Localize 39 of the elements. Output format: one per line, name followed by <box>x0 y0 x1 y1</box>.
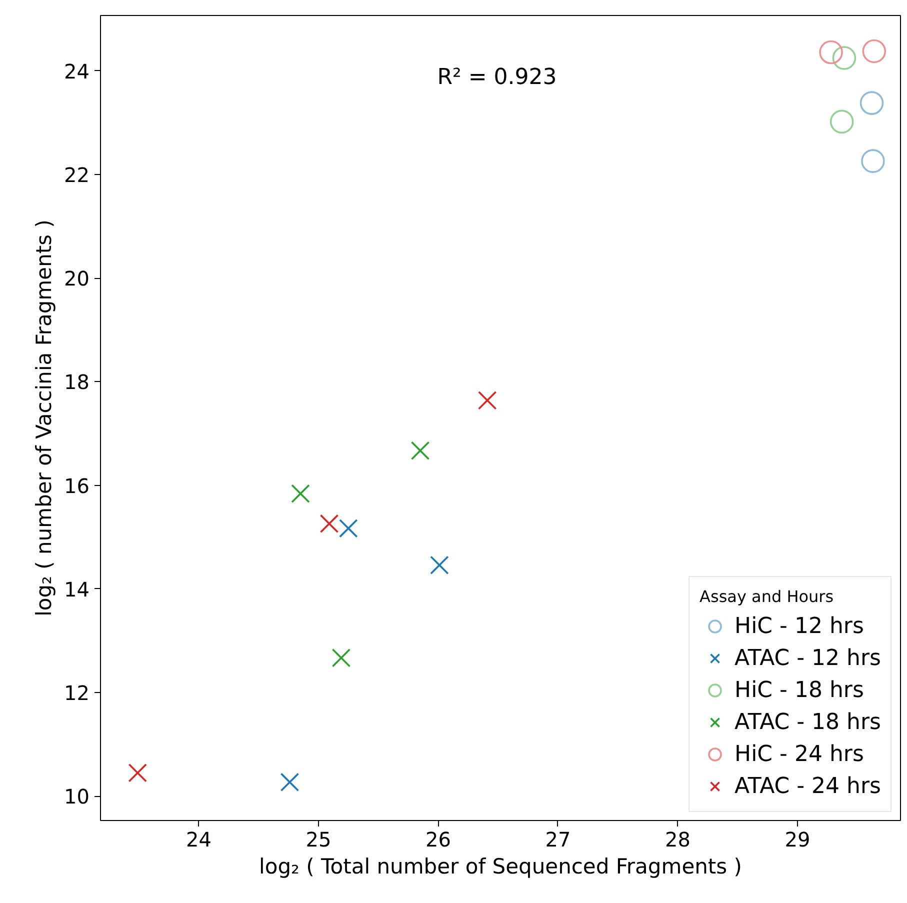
legend-label: HiC - 18 hrs <box>734 678 864 702</box>
point <box>320 514 339 534</box>
point <box>430 556 449 574</box>
point <box>832 46 856 70</box>
legend-label: ATAC - 18 hrs <box>734 710 881 734</box>
y-tick-label: 14 <box>64 577 90 602</box>
x-tick-label: 29 <box>784 828 810 852</box>
legend-title: Assay and Hours <box>700 587 835 606</box>
y-tick-label: 12 <box>64 681 90 706</box>
point <box>860 91 884 115</box>
point <box>128 763 148 782</box>
x-tick-label: 24 <box>186 828 212 852</box>
y-tick-label: 16 <box>64 474 90 498</box>
x-tick-label: 25 <box>306 828 332 852</box>
point <box>410 441 430 460</box>
y-tick-label: 10 <box>64 784 90 809</box>
point <box>862 39 886 64</box>
point <box>861 149 885 173</box>
legend-label: ATAC - 24 hrs <box>734 774 881 798</box>
point <box>332 648 351 668</box>
point <box>819 40 843 64</box>
y-axis-title: log₂ ( number of Vaccinia Fragments ) <box>32 220 56 616</box>
point <box>339 518 358 538</box>
x-tick-label: 26 <box>426 828 451 852</box>
y-tick-label: 22 <box>64 163 90 188</box>
x-axis-title: log₂ ( Total number of Sequenced Fragments ) <box>259 854 742 878</box>
legend-label: HiC - 12 hrs <box>734 614 864 638</box>
point <box>478 391 497 410</box>
annotation: R² = 0.923 <box>437 64 557 90</box>
legend-label: ATAC - 12 hrs <box>734 646 881 670</box>
point <box>291 484 310 504</box>
x-tick-label: 28 <box>665 828 690 852</box>
x-tick-label: 27 <box>545 828 571 852</box>
y-tick-label: 20 <box>64 266 90 291</box>
y-tick-label: 24 <box>64 59 90 84</box>
point <box>830 110 854 134</box>
legend-label: HiC - 24 hrs <box>734 742 864 766</box>
y-tick-label: 18 <box>64 370 90 394</box>
point <box>280 772 300 792</box>
